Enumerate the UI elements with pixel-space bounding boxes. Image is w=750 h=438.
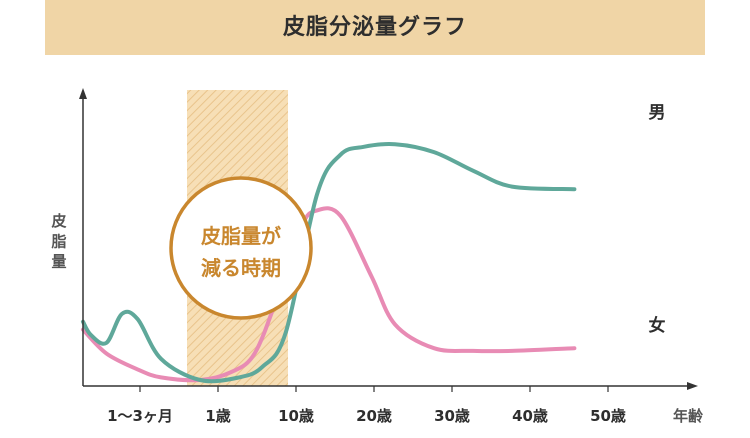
x-tick-label: 10歳 <box>278 407 314 425</box>
x-tick-label: 50歳 <box>590 407 626 425</box>
y-axis-label: 皮脂量 <box>51 212 66 271</box>
callout-line-1: 皮脂量が <box>201 224 281 248</box>
ticks-layer: 1〜3ヶ月 1歳 10歳 20歳 30歳 40歳 50歳 <box>107 386 626 425</box>
title-bar: 皮脂分泌量グラフ <box>45 0 705 55</box>
series-line-male <box>81 141 577 384</box>
series-label-male: 男 <box>649 103 666 123</box>
series-label-female: 女 <box>649 315 666 336</box>
x-tick-label: 1歳 <box>205 407 230 425</box>
callout-line-2: 減る時期 <box>201 256 281 280</box>
x-tick-label: 40歳 <box>512 407 548 425</box>
callout-circle <box>169 176 313 320</box>
x-axis-arrow <box>687 382 698 390</box>
x-tick-label: 1〜3ヶ月 <box>107 407 173 425</box>
y-axis-arrow <box>79 88 87 99</box>
x-tick-label: 20歳 <box>356 407 392 425</box>
chart-title: 皮脂分泌量グラフ <box>282 15 467 40</box>
series-layer <box>81 141 577 384</box>
x-tick-label: 30歳 <box>434 407 470 425</box>
x-axis-label: 年齢 <box>673 407 704 425</box>
